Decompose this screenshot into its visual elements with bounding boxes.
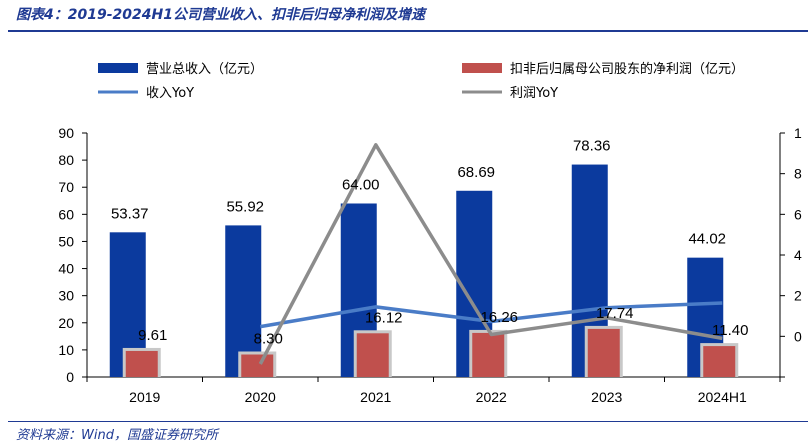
right-axis-tick-label: 8	[794, 166, 802, 182]
profit-data-label: 16.26	[480, 309, 518, 326]
legend-label-profit-yoy: 利润YoY	[510, 86, 558, 101]
revenue-data-label: 64.00	[342, 176, 380, 193]
revenue-data-label: 53.37	[111, 205, 149, 222]
legend-swatch-profit	[462, 63, 502, 73]
x-axis-tick-label: 2023	[591, 389, 622, 405]
figure-title: 图表4：2019-2024H1公司营业收入、扣非后归母净利润及增速	[16, 7, 425, 23]
legend-swatch-revenue	[98, 63, 138, 73]
right-axis-tick-label: 4	[794, 247, 802, 263]
profit-bar	[241, 354, 274, 377]
profit-bar	[356, 333, 389, 377]
yoy-lines	[258, 143, 723, 365]
axes: 0 10 20 30 40 50 60 70 80 90 0 2 4 6 8 1 2019 2020 2021 202…	[58, 125, 802, 405]
revenue-data-label: 68.69	[457, 164, 495, 181]
profit-bar	[472, 332, 505, 377]
x-axis-tick-label: 2021	[360, 389, 391, 405]
x-axis-tick-label: 2022	[476, 389, 507, 405]
legend: 营业总收入（亿元） 扣非后归属母公司股东的净利润（亿元） 收入YoY 利润YoY	[98, 61, 744, 101]
profit-bar	[703, 346, 736, 377]
x-axis-tick-label: 2024H1	[698, 389, 747, 405]
source-note: 资料来源：Wind，国盛证券研究所	[16, 428, 218, 443]
revenue-data-label: 55.92	[226, 198, 264, 215]
legend-label-profit: 扣非后归属母公司股东的净利润（亿元）	[510, 61, 744, 77]
legend-label-revenue: 营业总收入（亿元）	[146, 62, 263, 77]
left-axis-tick-label: 60	[58, 206, 74, 222]
left-axis-tick-label: 20	[58, 315, 74, 331]
legend-label-revenue-yoy: 收入YoY	[146, 86, 194, 101]
revenue-data-label: 44.02	[688, 231, 726, 248]
profit-data-label: 17.74	[596, 305, 634, 322]
left-axis-tick-label: 90	[58, 125, 74, 141]
left-axis-tick-label: 80	[58, 152, 74, 168]
profit-data-label: 11.40	[712, 322, 748, 339]
left-axis-tick-label: 50	[58, 233, 74, 249]
profit-bar	[125, 350, 158, 377]
x-axis-tick-label: 2019	[129, 389, 160, 405]
left-axis-tick-label: 70	[58, 179, 74, 195]
revenue-data-label: 78.36	[573, 138, 611, 155]
profit-data-label: 8.30	[254, 330, 283, 347]
data-labels: 53.37 55.92 64.00 68.69 78.36 44.02 9.61 8.30 16…	[111, 138, 748, 348]
right-axis-tick-label: 1	[794, 125, 802, 141]
right-axis-tick-label: 0	[794, 328, 802, 344]
revenue-yoy-line	[260, 301, 723, 329]
left-axis-tick-label: 0	[66, 369, 74, 385]
right-axis-tick-label: 2	[794, 288, 802, 304]
profit-data-label: 9.61	[138, 327, 167, 344]
profit-data-label: 16.12	[365, 309, 403, 326]
bars	[109, 164, 739, 377]
source-divider	[8, 421, 808, 422]
left-axis-tick-label: 10	[58, 342, 74, 358]
left-axis-tick-label: 30	[58, 288, 74, 304]
right-axis-tick-label: 6	[794, 206, 802, 222]
x-axis-tick-label: 2020	[245, 389, 276, 405]
profit-yoy-line	[258, 143, 723, 365]
profit-bar	[587, 328, 620, 377]
left-axis-tick-label: 40	[58, 261, 74, 277]
title-divider	[8, 30, 808, 32]
